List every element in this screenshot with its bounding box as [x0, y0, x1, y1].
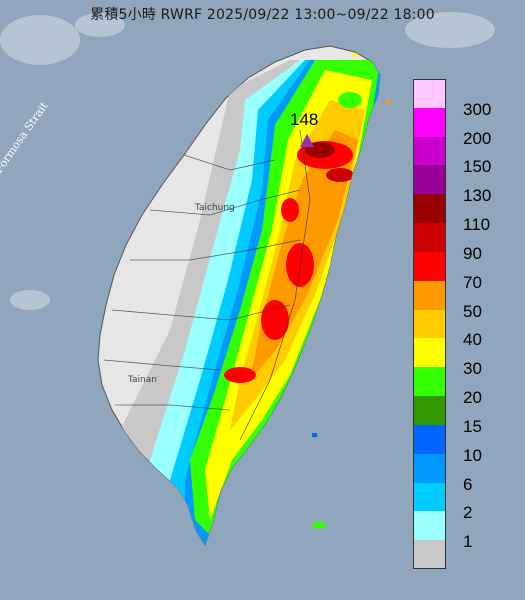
- legend-swatch: [413, 540, 446, 569]
- legend-swatch: [413, 280, 446, 310]
- legend-row: 300: [413, 79, 514, 119]
- legend-row: 30: [413, 338, 514, 378]
- legend-row: 130: [413, 165, 514, 205]
- legend-swatch: [413, 194, 446, 224]
- legend-label: 110: [463, 215, 491, 235]
- legend-row: 90: [413, 223, 514, 263]
- legend-label: 150: [463, 157, 492, 177]
- legend-swatch: [413, 453, 446, 483]
- legend-swatch: [413, 223, 446, 252]
- legend-label: 40: [463, 330, 482, 350]
- legend-label: 6: [463, 474, 473, 494]
- legend-swatch: [413, 165, 446, 195]
- legend-row: 6: [413, 453, 514, 494]
- legend-row: 10: [413, 424, 514, 465]
- legend-swatch: [413, 511, 446, 541]
- max-rainfall-marker-icon: [300, 134, 314, 147]
- legend-label: 10: [463, 445, 482, 465]
- legend-row: 15: [413, 396, 514, 436]
- legend-label: 50: [463, 301, 482, 321]
- legend-row: 110: [413, 194, 514, 234]
- legend-label: 2: [463, 503, 473, 523]
- legend-row: 20: [413, 367, 514, 407]
- legend-swatch: [413, 338, 446, 368]
- legend-swatch: [413, 79, 446, 108]
- legend-swatch: [413, 482, 446, 512]
- legend-row: 200: [413, 107, 514, 148]
- rainfall-legend: 300 200 150 130 110 90 70 50 40 30 20 15 10 6 2 1: [413, 79, 514, 569]
- legend-row: 2: [413, 482, 514, 522]
- legend-swatch: [413, 309, 446, 339]
- legend-label: 130: [463, 186, 492, 206]
- legend-swatch: [413, 251, 446, 281]
- legend-swatch: [413, 107, 446, 137]
- legend-row: 50: [413, 280, 514, 321]
- max-rainfall-value: 148: [290, 110, 319, 129]
- legend-label: 70: [463, 272, 482, 292]
- city-label-taichung: Taichung: [195, 203, 235, 213]
- legend-row: 1: [413, 511, 514, 551]
- legend-swatch: [413, 367, 446, 397]
- legend-label: 90: [463, 243, 482, 263]
- legend-label: 20: [463, 388, 482, 408]
- legend-label: 200: [463, 128, 492, 148]
- legend-label: 30: [463, 359, 482, 379]
- legend-row: 150: [413, 136, 514, 176]
- legend-row: 70: [413, 251, 514, 292]
- legend-row: 40: [413, 309, 514, 349]
- legend-swatch: [413, 396, 446, 425]
- legend-label: 1: [463, 532, 473, 552]
- legend-label: 15: [463, 416, 482, 436]
- city-label-tainan: Tainan: [128, 375, 157, 385]
- legend-label: 300: [463, 99, 492, 119]
- map-title: 累積5小時 RWRF 2025/09/22 13:00~09/22 18:00: [90, 7, 435, 23]
- legend-swatch: [413, 136, 446, 166]
- legend-row: [413, 540, 514, 569]
- legend-swatch: [413, 424, 446, 454]
